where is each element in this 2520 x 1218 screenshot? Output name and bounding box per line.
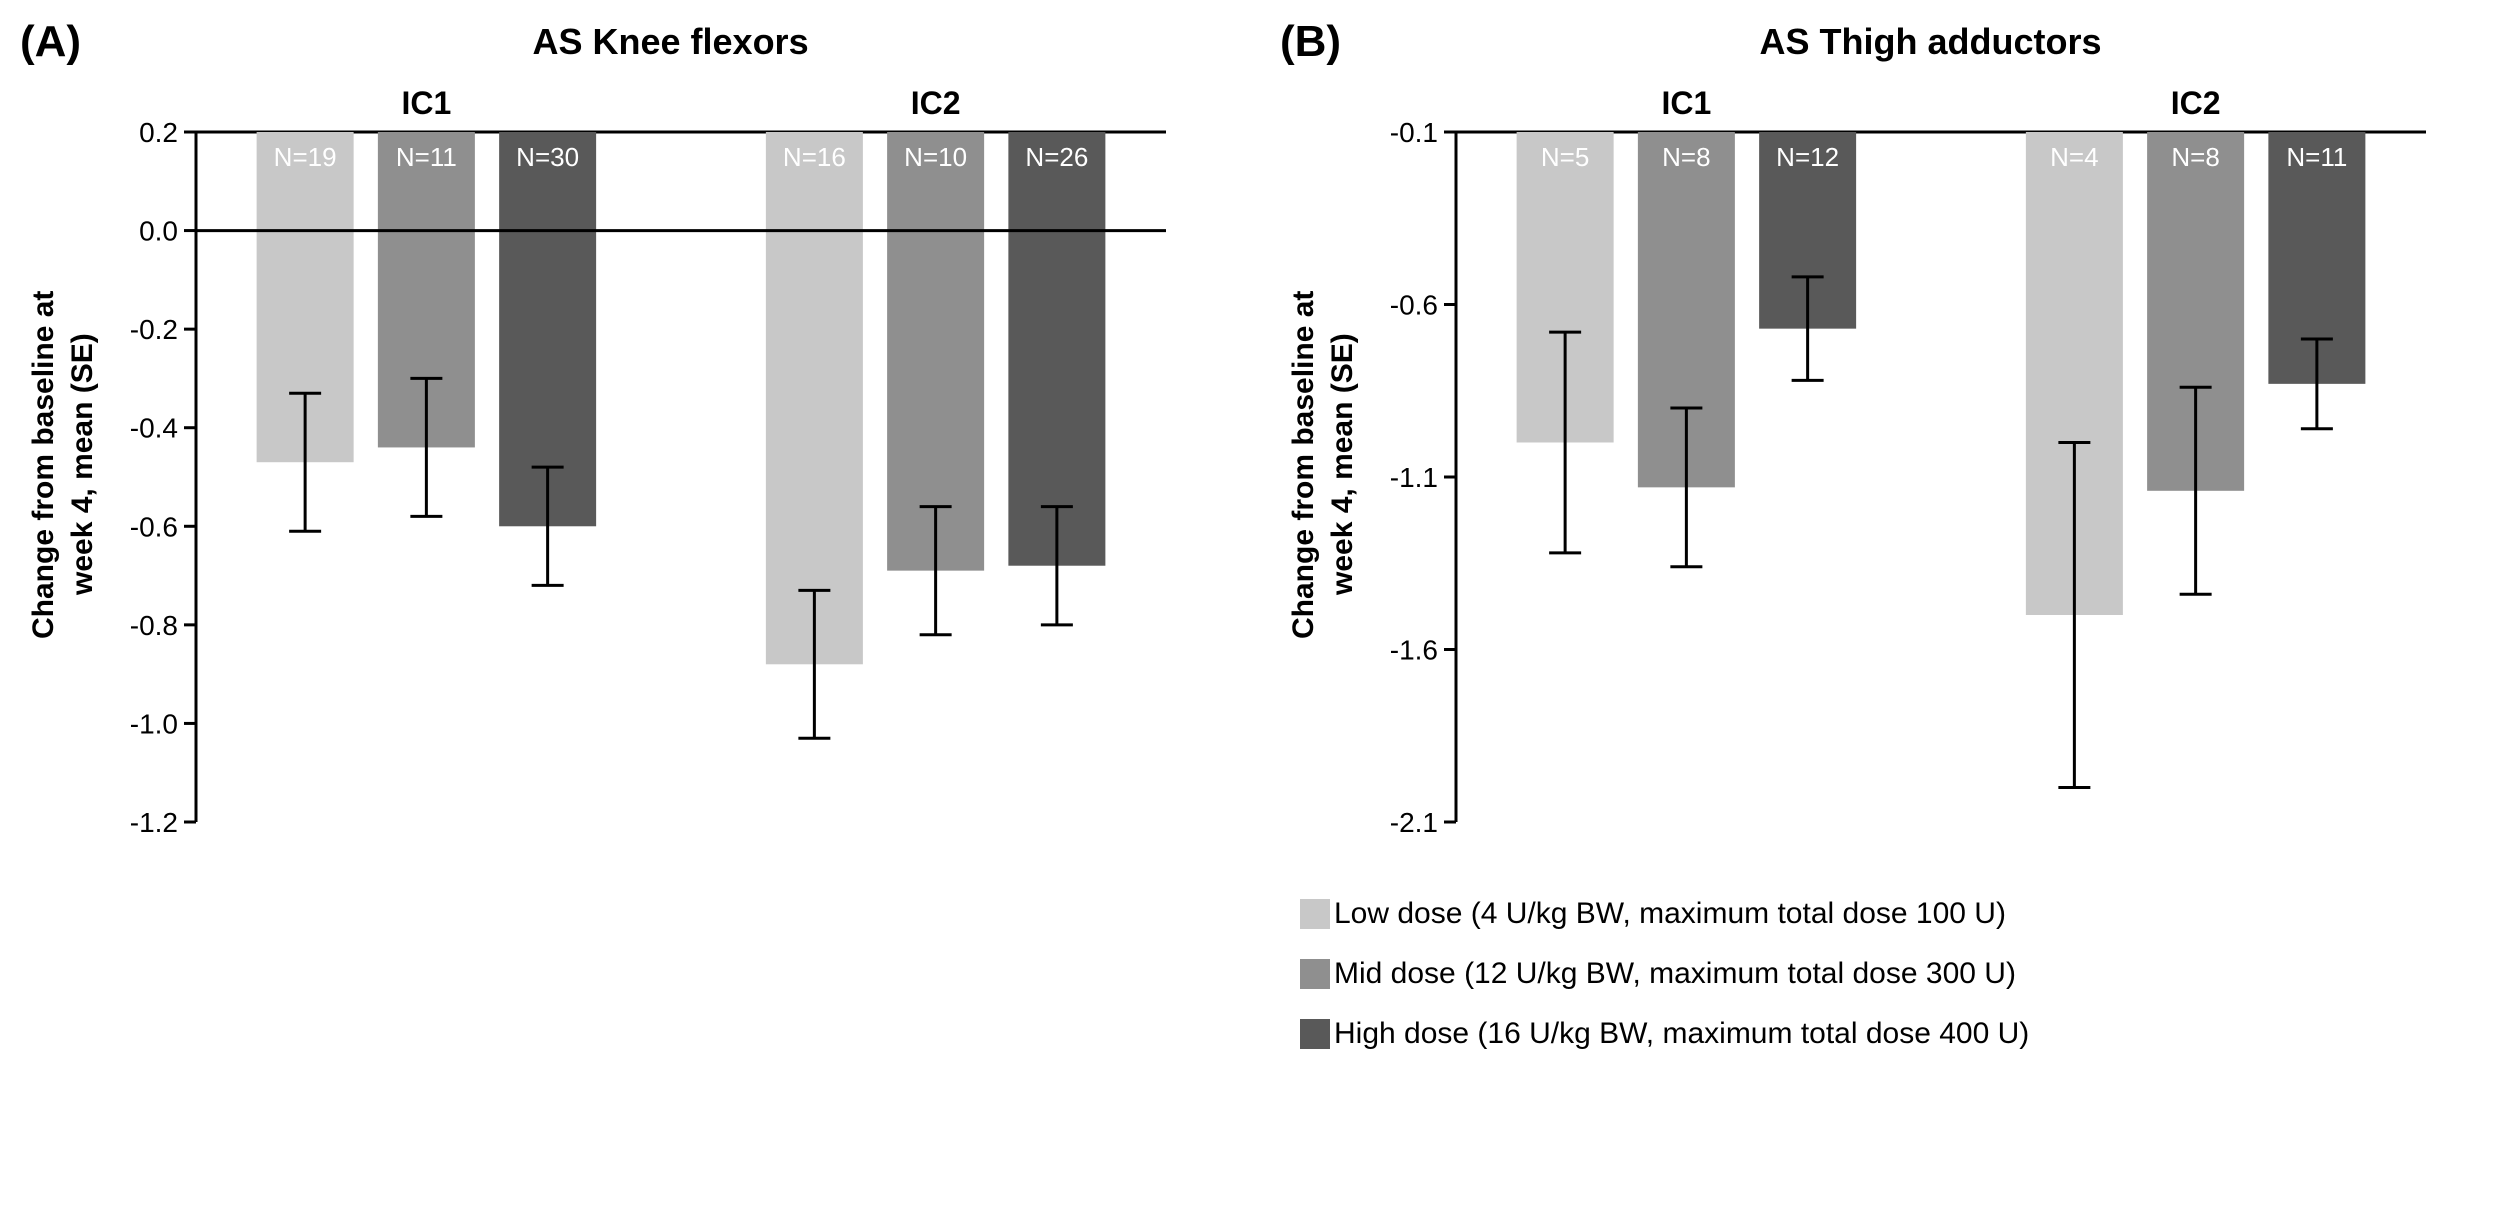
ytick-label: -0.4 [130,413,178,444]
bar-n-label: N=8 [1662,142,1710,172]
panel-b-ylabel: Change from baseline atweek 4, mean (SE) [1280,72,1366,857]
ytick-label: -2.1 [1390,807,1438,838]
bar-n-label: N=8 [2171,142,2219,172]
ytick-label: 0.0 [139,216,178,247]
panel-b-chart: -0.1 -0.6 -1.1 -1.6 -2.1 IC1 IC2 N=5 N=8 N=12 N=4 N… [1366,72,2446,857]
panel-a-header: (A) AS Knee flexors [20,20,1240,64]
bar-n-label: N=30 [516,142,579,172]
panels-row: (A) AS Knee flexors Change from baseline… [20,20,2500,857]
bar-n-label: N=11 [396,142,457,172]
bar [766,132,863,664]
ytick-label: -0.6 [130,511,178,542]
panel-a-chart: 0.2 0.0 -0.2 -0.4 -0.6 -0.8 -1.0 -1.2 IC1 IC2 N=19… [106,72,1186,857]
bar-n-label: N=4 [2050,142,2098,172]
legend: Low dose (4 U/kg BW, maximum total dose … [1300,897,2500,1051]
bar-n-label: N=19 [274,142,337,172]
panel-a-chartwrap: Change from baseline atweek 4, mean (SE)… [20,72,1240,857]
bar-n-label: N=16 [783,142,846,172]
ytick-label: -0.8 [130,610,178,641]
bar-n-label: N=10 [904,142,967,172]
figure: (A) AS Knee flexors Change from baseline… [20,20,2500,1051]
panel-b-letter: (B) [1280,20,1341,64]
bar-n-label: N=12 [1776,142,1839,172]
bar-n-label: N=26 [1025,142,1088,172]
panel-a-title: AS Knee flexors [101,20,1240,63]
legend-item-high: High dose (16 U/kg BW, maximum total dos… [1300,1017,2500,1051]
legend-swatch-low [1300,899,1330,929]
bar-n-label: N=11 [2286,142,2347,172]
panel-b: (B) AS Thigh adductors Change from basel… [1280,20,2500,857]
group-label: IC1 [1661,85,1711,121]
ytick-label: -1.1 [1390,462,1438,493]
ytick-label: -0.1 [1390,117,1438,148]
panel-b-title: AS Thigh adductors [1361,20,2500,63]
bar-n-label: N=5 [1541,142,1589,172]
chart-svg: -0.1 -0.6 -1.1 -1.6 -2.1 IC1 IC2 N=5 N=8 N=12 N=4 N… [1366,72,2446,852]
legend-label-mid: Mid dose (12 U/kg BW, maximum total dose… [1334,957,2016,991]
panel-b-header: (B) AS Thigh adductors [1280,20,2500,64]
legend-item-mid: Mid dose (12 U/kg BW, maximum total dose… [1300,957,2500,991]
ytick-label: 0.2 [139,117,178,148]
ytick-label: -0.2 [130,314,178,345]
ytick-label: -0.6 [1390,290,1438,321]
panel-a: (A) AS Knee flexors Change from baseline… [20,20,1240,857]
legend-label-high: High dose (16 U/kg BW, maximum total dos… [1334,1017,2029,1051]
legend-swatch-high [1300,1019,1330,1049]
ytick-label: -1.0 [130,708,178,739]
panel-b-chartwrap: Change from baseline atweek 4, mean (SE)… [1280,72,2500,857]
bar [887,132,984,571]
legend-swatch-mid [1300,959,1330,989]
panel-a-ylabel: Change from baseline atweek 4, mean (SE) [20,72,106,857]
group-label: IC2 [2171,85,2221,121]
ytick-label: -1.2 [130,807,178,838]
ytick-label: -1.6 [1390,635,1438,666]
group-label: IC2 [911,85,961,121]
chart-svg: 0.2 0.0 -0.2 -0.4 -0.6 -0.8 -1.0 -1.2 IC1 IC2 N=19… [106,72,1186,852]
group-label: IC1 [401,85,451,121]
panel-a-letter: (A) [20,20,81,64]
bar [1008,132,1105,566]
legend-item-low: Low dose (4 U/kg BW, maximum total dose … [1300,897,2500,931]
legend-label-low: Low dose (4 U/kg BW, maximum total dose … [1334,897,2006,931]
